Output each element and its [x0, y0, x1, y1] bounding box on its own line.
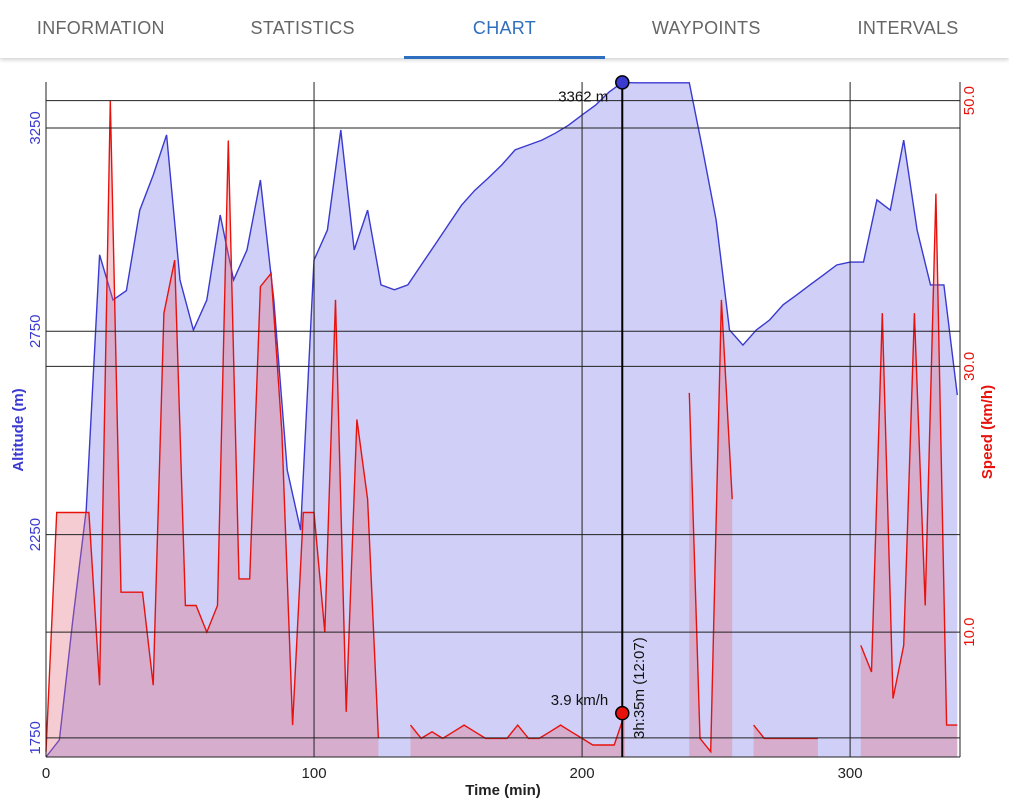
tab[interactable]: WAYPOINTS: [651, 18, 761, 38]
area-fill: [753, 725, 818, 757]
cursor-label: 3362 m: [558, 88, 608, 105]
tab[interactable]: CHART: [403, 0, 606, 59]
tab[interactable]: STATISTICS: [250, 18, 355, 38]
x-tick-label: 100: [302, 765, 327, 782]
x-tick-label: 200: [570, 765, 595, 782]
area-fill: [46, 82, 958, 757]
tab[interactable]: INFORMATION: [36, 18, 165, 38]
y2-tick-label: 10.0: [961, 617, 978, 646]
cursor-label: 3.9 km/h: [551, 692, 609, 709]
area-fill: [410, 713, 625, 757]
y2-tick-label: 50.0: [961, 86, 978, 115]
line: [753, 724, 818, 740]
cursor-point: [615, 75, 630, 90]
line: [409, 712, 626, 746]
y-tick-label: 2250: [27, 518, 44, 551]
line: [45, 100, 380, 752]
cursor-point: [615, 705, 630, 721]
tab[interactable]: INTERVALS: [857, 18, 959, 38]
line: [45, 81, 958, 758]
area-fill: [689, 299, 733, 757]
y-axis-label: Altitude (m): [10, 388, 27, 471]
y2-tick-label: 30.0: [961, 352, 978, 381]
x-tick-label: 300: [838, 765, 863, 782]
area-fill: [860, 193, 958, 758]
y2-axis-label: Speed (km/h): [979, 385, 996, 479]
cursor-label: 3h:35m (12:07): [631, 637, 648, 739]
y-tick-label: 2750: [27, 315, 44, 348]
x-tick-label: 0: [42, 765, 50, 782]
tab-bar: INFORMATION STATISTICS CHART WAYPOINTS INTER…: [0, 0, 1009, 59]
y-tick-label: 3250: [27, 111, 44, 144]
line: [860, 193, 958, 726]
y-tick-label: 1750: [27, 721, 44, 754]
x-axis-label: Time (min): [465, 782, 541, 799]
